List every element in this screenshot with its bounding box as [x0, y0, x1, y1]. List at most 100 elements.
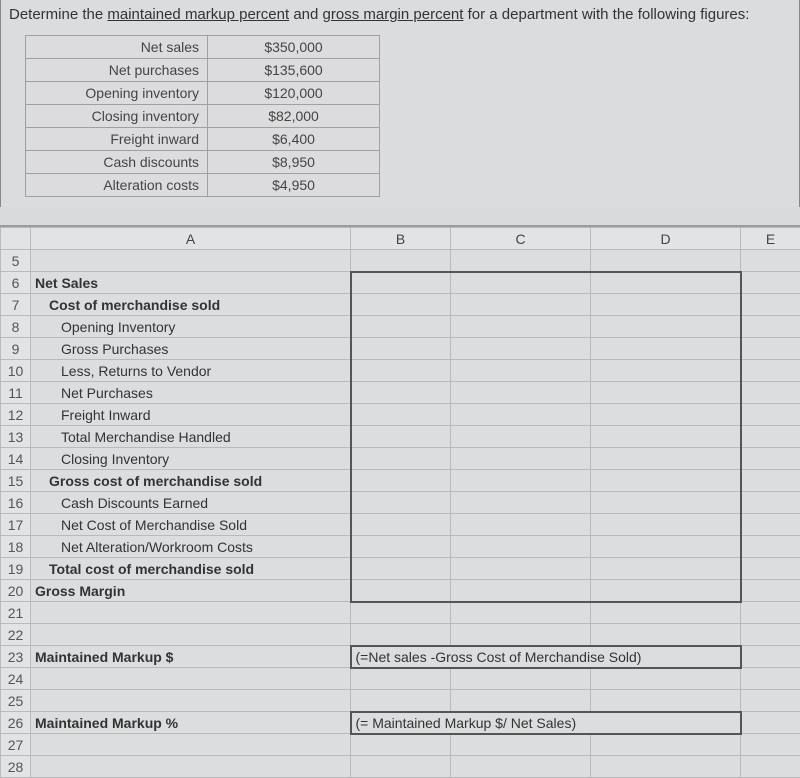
cell-e[interactable] [741, 756, 800, 778]
cell-d[interactable] [591, 536, 741, 558]
cell-e[interactable] [741, 712, 800, 734]
cell-e[interactable] [741, 470, 800, 492]
row-number[interactable]: 6 [1, 272, 31, 294]
cell-d[interactable] [591, 624, 741, 646]
cell-c[interactable] [451, 690, 591, 712]
cell-c[interactable] [451, 602, 591, 624]
cell-e[interactable] [741, 580, 800, 602]
row-number[interactable]: 19 [1, 558, 31, 580]
col-header-a[interactable]: A [31, 228, 351, 250]
cell-c[interactable] [451, 580, 591, 602]
cell-d[interactable] [591, 316, 741, 338]
cell-d[interactable] [591, 492, 741, 514]
row-number[interactable]: 7 [1, 294, 31, 316]
cell-d[interactable] [591, 734, 741, 756]
cell-c[interactable] [451, 316, 591, 338]
row-number[interactable]: 28 [1, 756, 31, 778]
row-number[interactable]: 12 [1, 404, 31, 426]
row-number[interactable]: 23 [1, 646, 31, 668]
cell-c[interactable] [451, 492, 591, 514]
row-number[interactable]: 22 [1, 624, 31, 646]
cell-d[interactable] [591, 668, 741, 690]
cell-d[interactable] [591, 514, 741, 536]
cell-e[interactable] [741, 514, 800, 536]
cell-b[interactable] [351, 404, 451, 426]
cell-a[interactable] [31, 624, 351, 646]
cell-a[interactable] [31, 668, 351, 690]
cell-a[interactable] [31, 734, 351, 756]
cell-d[interactable] [591, 426, 741, 448]
cell-d[interactable] [591, 580, 741, 602]
cell-a[interactable]: Maintained Markup % [31, 712, 351, 734]
row-number[interactable]: 15 [1, 470, 31, 492]
cell-c[interactable] [451, 734, 591, 756]
cell-e[interactable] [741, 492, 800, 514]
cell-d[interactable] [591, 756, 741, 778]
cell-b[interactable] [351, 668, 451, 690]
cell-b[interactable] [351, 250, 451, 272]
cell-b[interactable] [351, 272, 451, 294]
cell-d[interactable] [591, 272, 741, 294]
cell-d[interactable] [591, 602, 741, 624]
cell-c[interactable] [451, 448, 591, 470]
row-number[interactable]: 25 [1, 690, 31, 712]
cell-c[interactable] [451, 624, 591, 646]
cell-b[interactable] [351, 294, 451, 316]
formula-cell[interactable]: (=Net sales -Gross Cost of Merchandise S… [351, 646, 741, 668]
col-header-b[interactable]: B [351, 228, 451, 250]
cell-e[interactable] [741, 624, 800, 646]
row-number[interactable]: 14 [1, 448, 31, 470]
cell-e[interactable] [741, 294, 800, 316]
cell-b[interactable] [351, 756, 451, 778]
cell-a[interactable]: Gross Margin [31, 580, 351, 602]
formula-cell[interactable]: (= Maintained Markup $/ Net Sales) [351, 712, 741, 734]
cell-e[interactable] [741, 690, 800, 712]
cell-e[interactable] [741, 382, 800, 404]
cell-e[interactable] [741, 272, 800, 294]
cell-d[interactable] [591, 448, 741, 470]
cell-a[interactable]: Total cost of merchandise sold [31, 558, 351, 580]
cell-b[interactable] [351, 558, 451, 580]
cell-e[interactable] [741, 316, 800, 338]
cell-d[interactable] [591, 294, 741, 316]
cell-a[interactable] [31, 690, 351, 712]
cell-e[interactable] [741, 536, 800, 558]
cell-e[interactable] [741, 646, 800, 668]
col-header-e[interactable]: E [741, 228, 800, 250]
cell-a[interactable] [31, 250, 351, 272]
cell-c[interactable] [451, 426, 591, 448]
col-header-c[interactable]: C [451, 228, 591, 250]
cell-c[interactable] [451, 558, 591, 580]
cell-b[interactable] [351, 602, 451, 624]
cell-d[interactable] [591, 690, 741, 712]
spreadsheet-grid[interactable]: A B C D E 56Net Sales7Cost of merchandis… [0, 227, 800, 778]
cell-d[interactable] [591, 470, 741, 492]
cell-e[interactable] [741, 602, 800, 624]
cell-e[interactable] [741, 426, 800, 448]
row-number[interactable]: 20 [1, 580, 31, 602]
cell-d[interactable] [591, 250, 741, 272]
cell-d[interactable] [591, 360, 741, 382]
cell-e[interactable] [741, 734, 800, 756]
cell-e[interactable] [741, 558, 800, 580]
cell-b[interactable] [351, 514, 451, 536]
cell-b[interactable] [351, 580, 451, 602]
row-number[interactable]: 16 [1, 492, 31, 514]
cell-a[interactable]: Less, Returns to Vendor [31, 360, 351, 382]
cell-b[interactable] [351, 426, 451, 448]
cell-a[interactable]: Freight Inward [31, 404, 351, 426]
row-number[interactable]: 13 [1, 426, 31, 448]
cell-b[interactable] [351, 470, 451, 492]
cell-e[interactable] [741, 404, 800, 426]
cell-c[interactable] [451, 382, 591, 404]
cell-a[interactable]: Gross Purchases [31, 338, 351, 360]
cell-a[interactable] [31, 602, 351, 624]
cell-b[interactable] [351, 338, 451, 360]
cell-b[interactable] [351, 316, 451, 338]
cell-c[interactable] [451, 404, 591, 426]
cell-a[interactable]: Closing Inventory [31, 448, 351, 470]
col-header-d[interactable]: D [591, 228, 741, 250]
row-number[interactable]: 5 [1, 250, 31, 272]
row-number[interactable]: 21 [1, 602, 31, 624]
row-number[interactable]: 8 [1, 316, 31, 338]
